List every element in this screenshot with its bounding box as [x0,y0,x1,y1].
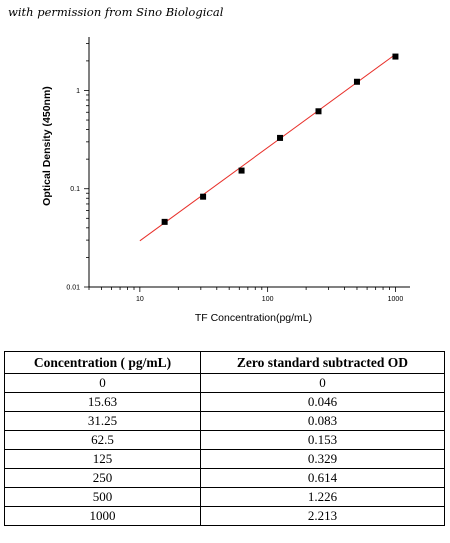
od-cell: 0 [199,373,446,393]
concentration-cell: 500 [4,487,201,507]
concentration-cell: 31.25 [4,411,201,431]
concentration-cell: 125 [4,449,201,469]
data-point [238,167,245,174]
column-header-concentration: Concentration ( pg/mL) [4,351,201,374]
concentration-cell: 62.5 [4,430,201,450]
data-point [200,193,207,200]
data-point [161,218,168,225]
table-row: 15.63 0.046 [4,392,446,412]
x-tick-label: 10 [136,296,144,303]
data-point [315,108,322,115]
od-cell: 0.614 [199,468,446,488]
table-row: 250 0.614 [4,468,446,488]
credit-text: with permission from Sino Biological [8,5,224,19]
x-axis-title: TF Concentration(pg/mL) [195,312,312,324]
data-point [277,134,284,141]
plot-frame [88,37,410,288]
table-row: 62.5 0.153 [4,430,446,450]
y-axis-ticks: 0.01 0.1 1 [66,43,89,292]
data-point [353,78,360,85]
od-cell: 0.083 [199,411,446,431]
od-cell: 0.046 [199,392,446,412]
od-cell: 1.226 [199,487,446,507]
od-cell: 2.213 [199,506,446,526]
concentration-cell: 15.63 [4,392,201,412]
x-axis-ticks: 10 100 1000 [88,287,404,303]
table-row: 500 1.226 [4,487,446,507]
table-row: 125 0.329 [4,449,446,469]
x-tick-label: 100 [262,296,274,303]
table-row: 31.25 0.083 [4,411,446,431]
y-axis-title: Optical Density (450nm) [41,86,53,206]
x-tick-label: 1000 [388,296,404,303]
data-point [392,53,399,60]
table-header-row: Concentration ( pg/mL) Zero standard sub… [4,351,446,374]
standard-table: Concentration ( pg/mL) Zero standard sub… [4,351,446,526]
column-header-od: Zero standard subtracted OD [199,351,446,374]
regression-line [139,53,396,242]
od-cell: 0.153 [199,430,446,450]
standard-curve-chart: 10 100 1000 0.01 0.1 1 TF Concentration(pg/m… [41,37,410,324]
concentration-cell: 0 [4,373,201,393]
y-tick-label: 1 [76,88,80,95]
table-row: 1000 2.213 [4,506,446,526]
concentration-cell: 1000 [4,506,201,526]
y-tick-label: 0.1 [70,186,80,193]
data-points [161,53,399,225]
fit-line [139,53,396,242]
od-cell: 0.329 [199,449,446,469]
concentration-cell: 250 [4,468,201,488]
y-tick-label: 0.01 [66,285,80,292]
